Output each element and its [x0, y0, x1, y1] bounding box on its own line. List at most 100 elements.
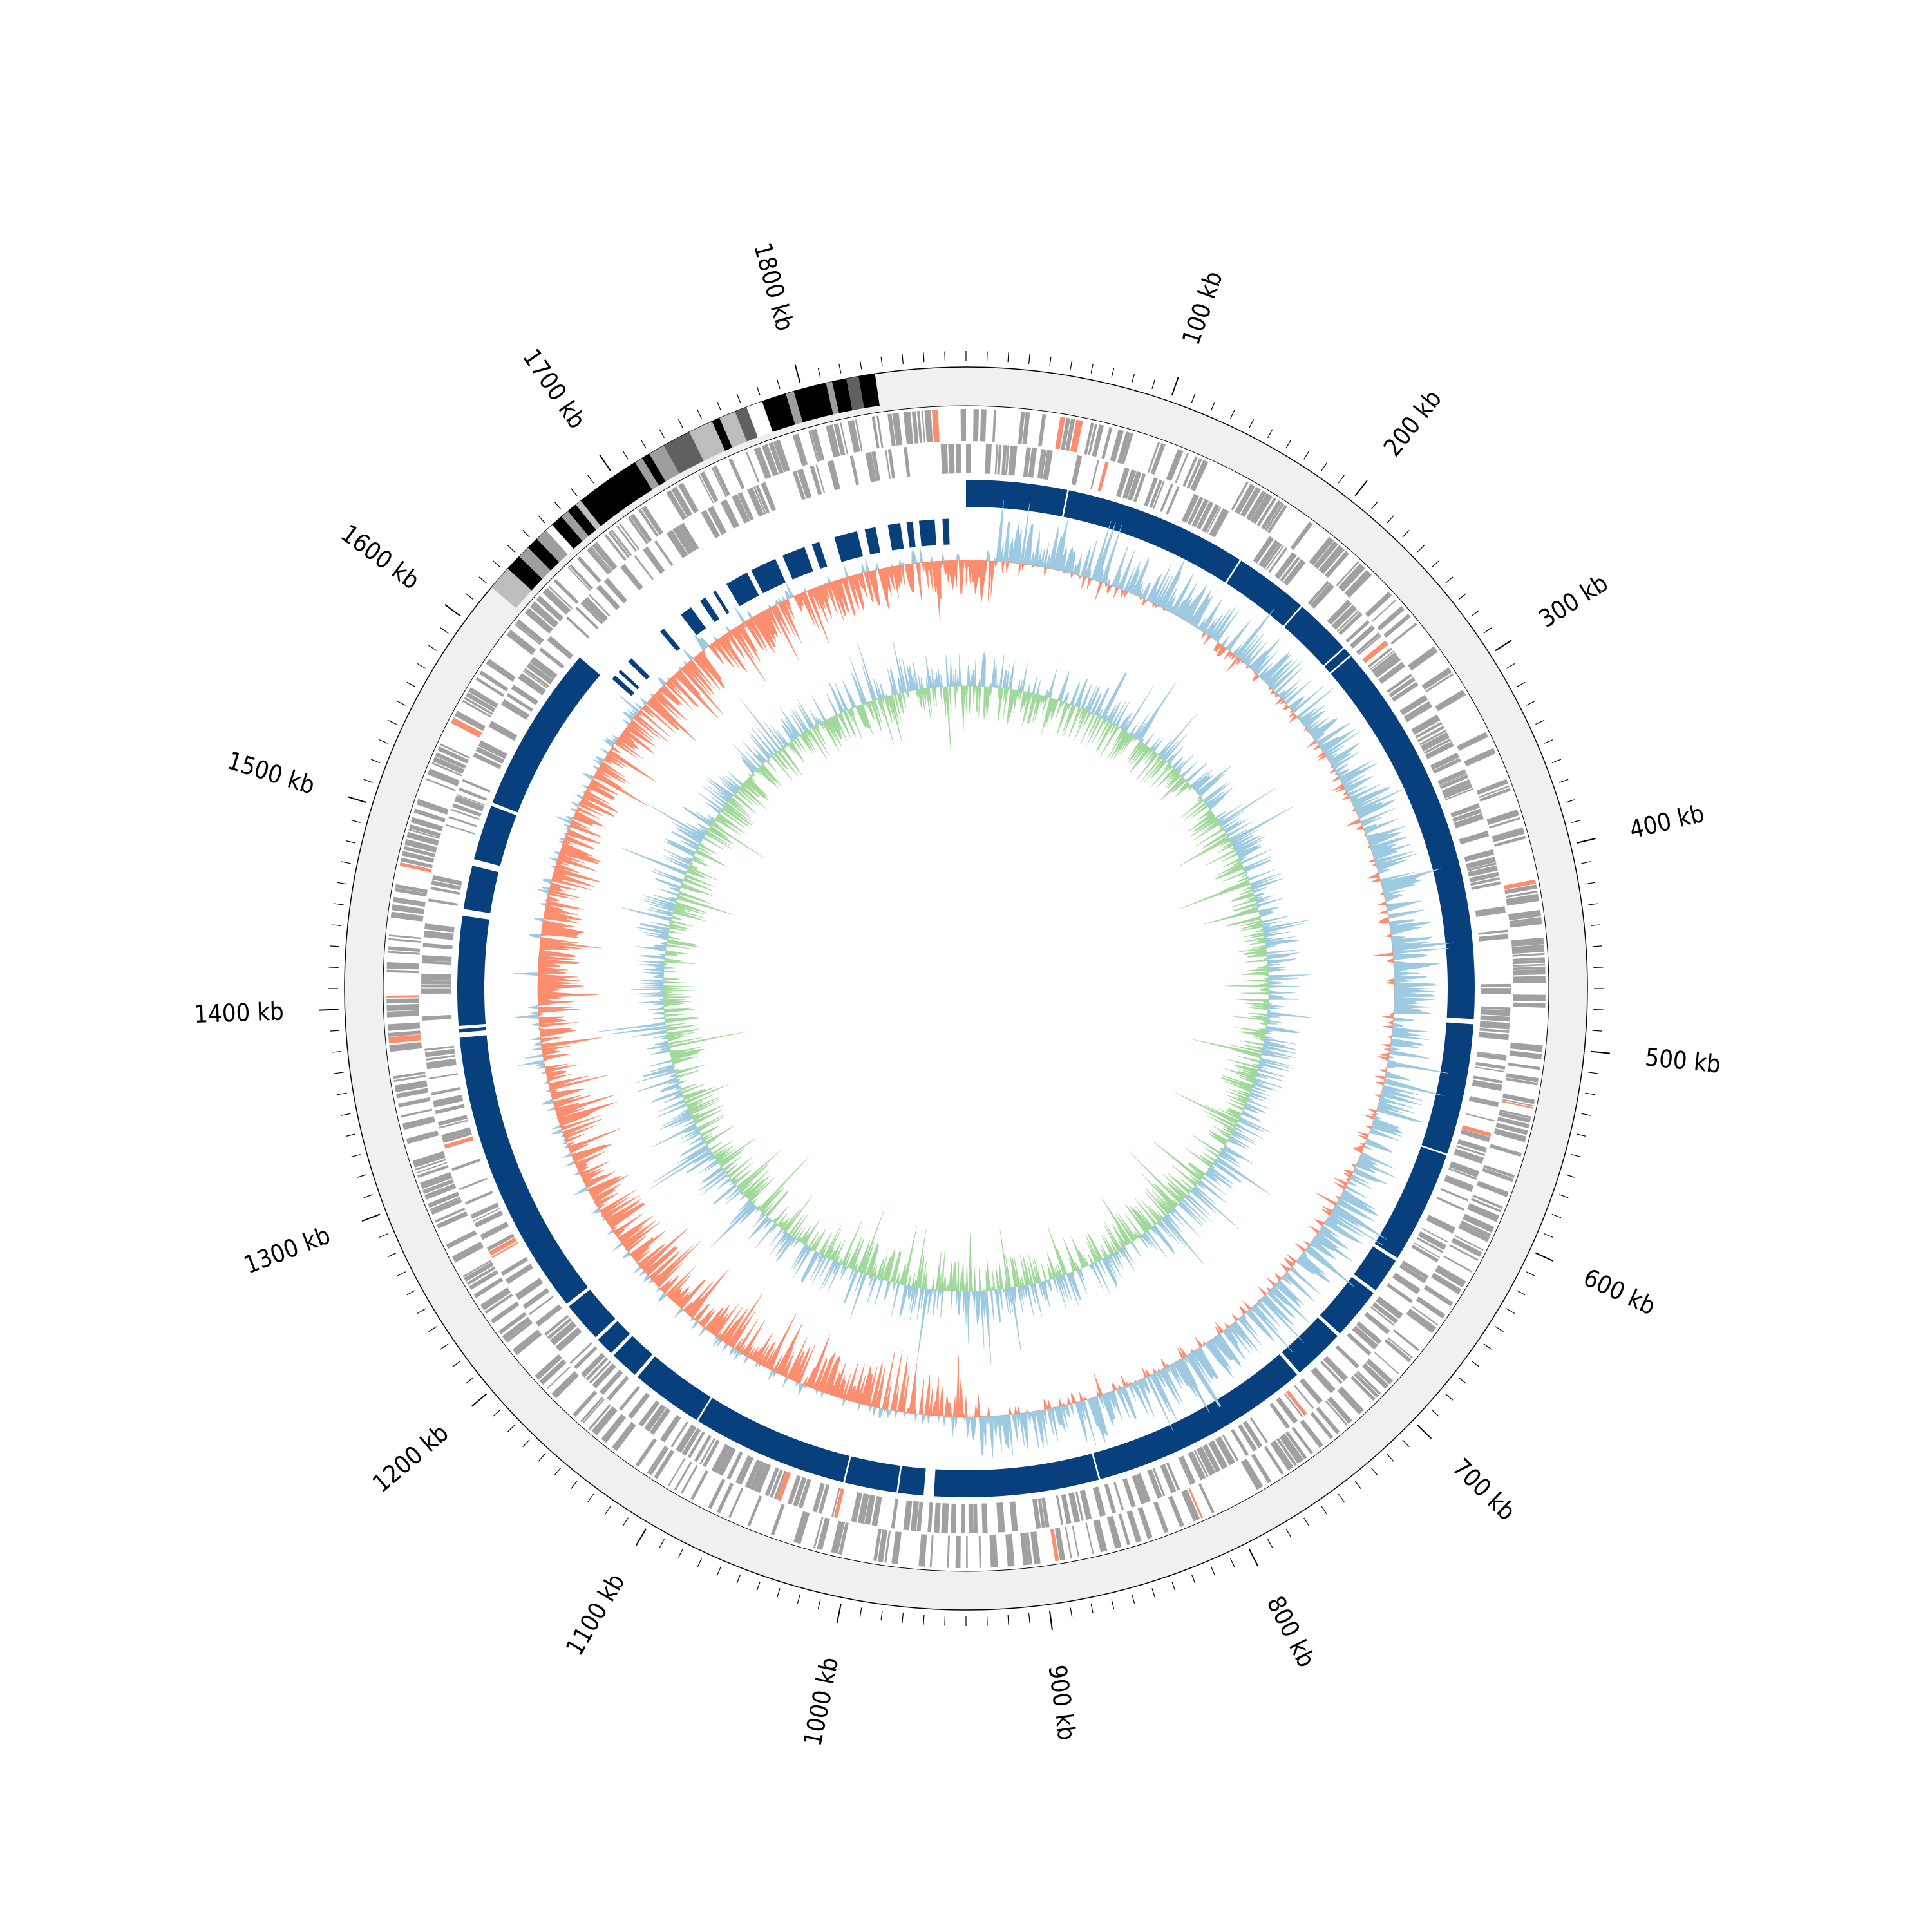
minor-tick: [1592, 945, 1602, 947]
gene-feature: [1457, 1139, 1488, 1153]
gene-feature: [1331, 604, 1358, 630]
gene-feature: [1467, 862, 1497, 871]
gene-feature: [459, 1177, 488, 1191]
gene-feature: [1460, 1220, 1492, 1238]
gene-feature: [535, 1304, 562, 1327]
gene-feature: [1118, 1513, 1131, 1546]
gene-feature: [1001, 445, 1007, 475]
gene-feature: [1462, 1213, 1495, 1233]
gene-feature: [717, 1446, 736, 1476]
gene-feature: [654, 1450, 675, 1479]
gene-feature: [1479, 788, 1511, 802]
gene-feature: [826, 424, 840, 458]
gene-feature: [707, 506, 727, 535]
gene-feature: [424, 923, 455, 933]
gene-feature: [1196, 1446, 1216, 1476]
gene-feature: [451, 1242, 484, 1263]
gene-feature: [1513, 963, 1546, 967]
gene-feature: [400, 857, 433, 869]
gene-feature: [1431, 1273, 1462, 1294]
gene-feature: [848, 420, 860, 453]
gene-feature: [1337, 1386, 1364, 1415]
gene-feature: [628, 1392, 650, 1419]
gene-feature: [529, 601, 559, 629]
minor-tick: [1211, 401, 1216, 411]
minor-tick: [1483, 627, 1492, 634]
gene-feature: [386, 961, 419, 970]
gene-feature: [1481, 1006, 1511, 1010]
minor-tick: [507, 1425, 515, 1432]
gene-feature: [386, 969, 419, 974]
rna-feature: [1362, 640, 1388, 663]
gene-feature: [924, 410, 933, 443]
alignment-block: [1354, 1246, 1396, 1291]
alignment-fragment: [681, 607, 706, 636]
gene-feature: [815, 464, 826, 494]
gene-feature: [654, 540, 674, 566]
gene-feature: [798, 1479, 811, 1508]
gene-feature: [1478, 934, 1509, 942]
minor-tick: [1445, 576, 1454, 583]
gene-feature: [1178, 1457, 1192, 1485]
gene-feature: [1043, 450, 1053, 480]
minor-tick: [1132, 374, 1135, 383]
gene-feature: [428, 898, 458, 906]
gene-feature: [589, 1360, 612, 1384]
alignment-block: [463, 866, 499, 913]
gene-feature: [1061, 1493, 1072, 1524]
gene-feature: [1193, 1450, 1209, 1477]
gene-feature: [470, 1202, 500, 1219]
major-tick: [1354, 480, 1368, 497]
gene-feature: [486, 1233, 515, 1251]
region-band: [762, 393, 795, 432]
minor-tick: [777, 1588, 781, 1598]
gene-feature: [446, 824, 475, 835]
gene-feature: [480, 1287, 511, 1311]
minor-tick: [1431, 1409, 1439, 1417]
gene-feature: [451, 1159, 481, 1171]
gene-feature: [431, 762, 462, 777]
minor-tick: [1581, 1113, 1591, 1116]
minor-tick: [1581, 861, 1591, 864]
minor-tick: [1387, 515, 1394, 524]
gene-feature: [421, 961, 452, 965]
gene-feature: [435, 752, 466, 769]
gene-feature: [416, 1162, 448, 1174]
gene-feature: [505, 1264, 533, 1284]
gene-feature: [989, 1535, 998, 1568]
minor-tick: [1471, 1360, 1480, 1367]
gene-feature: [1414, 1242, 1441, 1258]
alignment-block: [1320, 1276, 1374, 1334]
gene-feature: [1005, 445, 1010, 475]
gene-feature: [1350, 1376, 1376, 1401]
gene-feature: [421, 984, 451, 988]
gc-skew-track: [513, 500, 1454, 1458]
gene-feature: [1187, 497, 1204, 526]
gene-feature: [1250, 493, 1273, 524]
gene-feature: [1325, 1400, 1348, 1426]
gene-feature: [400, 1108, 433, 1118]
gene-feature: [746, 487, 764, 517]
gene-feature: [1415, 721, 1443, 739]
minor-tick: [1516, 681, 1526, 687]
gene-feature: [1085, 1522, 1094, 1555]
region-band: [527, 538, 560, 571]
gene-feature: [851, 1492, 862, 1522]
gene-feature: [1386, 674, 1413, 694]
gene-feature: [421, 973, 451, 981]
gene-feature: [1419, 730, 1446, 746]
gene-feature: [761, 482, 777, 511]
minor-tick: [345, 840, 355, 844]
gene-feature: [403, 846, 436, 857]
gene-feature: [599, 1369, 623, 1396]
minor-tick: [379, 739, 388, 744]
gene-feature: [1407, 646, 1438, 671]
gene-feature: [728, 458, 745, 489]
gene-feature: [596, 585, 620, 611]
gene-feature: [643, 546, 665, 574]
gene-feature: [630, 513, 652, 543]
gene-feature: [1482, 1168, 1514, 1182]
minor-tick: [1551, 1213, 1562, 1218]
gene-feature: [671, 486, 693, 518]
region-band: [545, 524, 574, 554]
